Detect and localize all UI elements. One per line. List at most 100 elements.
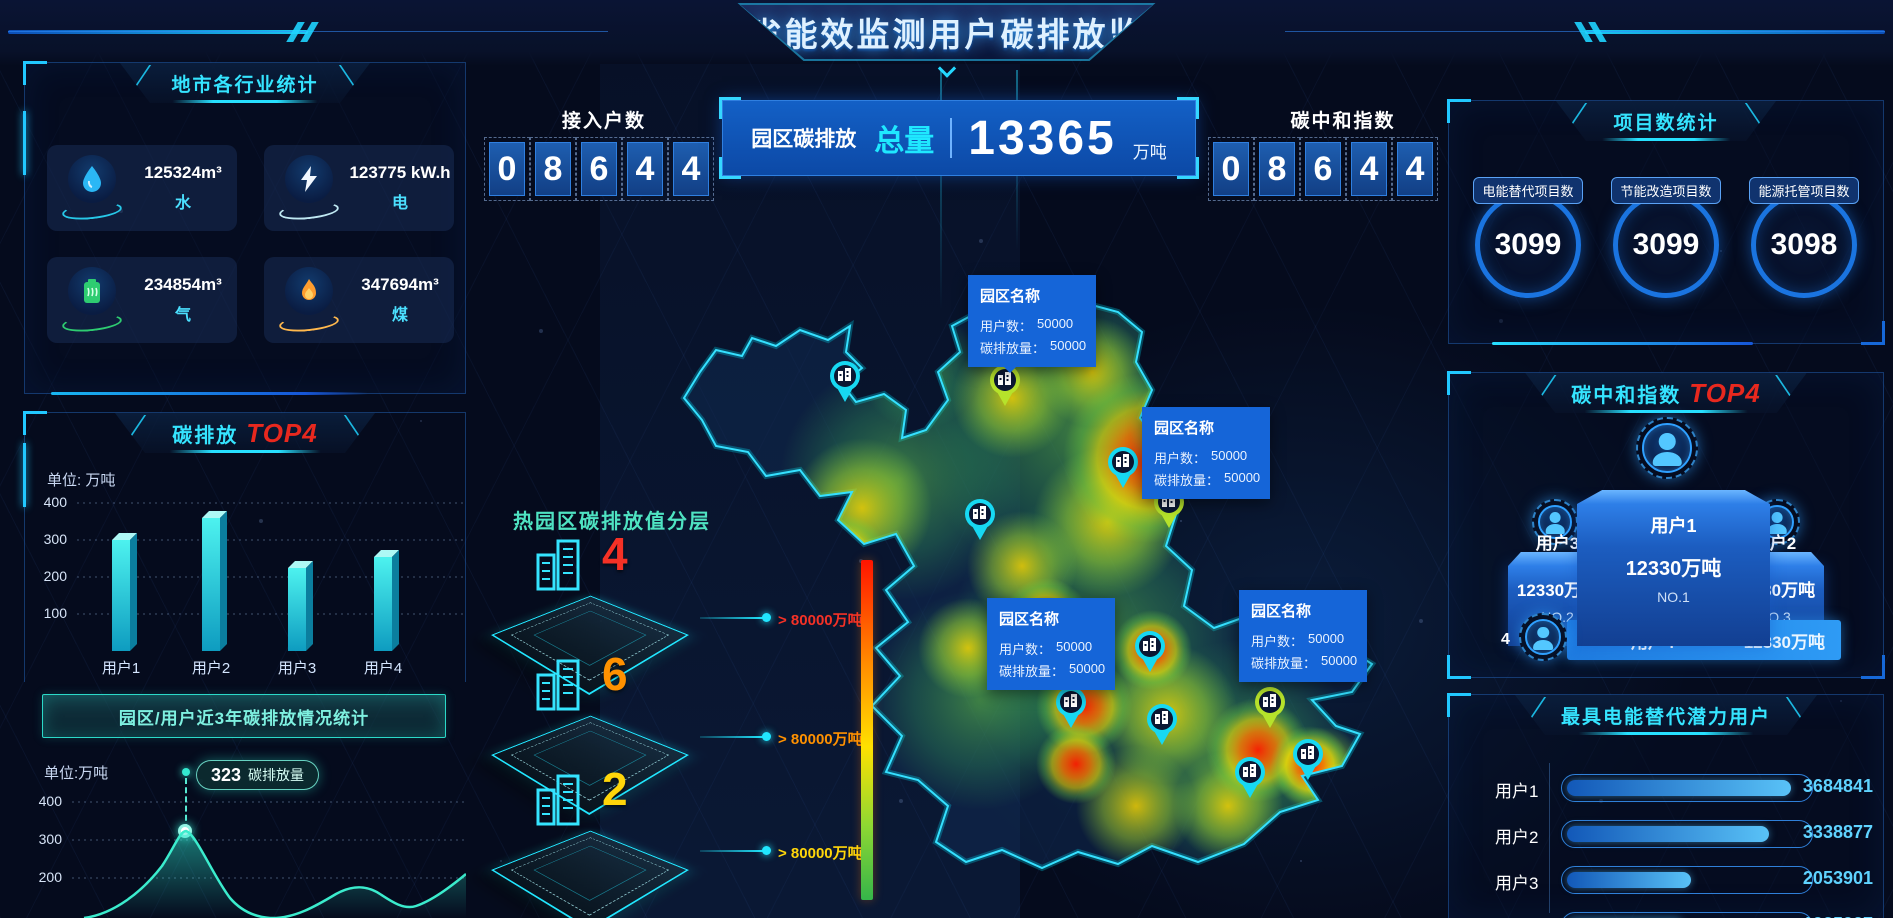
emission-top4-panel: 碳排放 TOP4 单位: 万吨 400 300 200 100 — [23, 411, 466, 682]
rank2-name: 用户3 — [1535, 534, 1580, 553]
tooltip-guide-line — [185, 778, 187, 830]
coal-value: 347694m³ — [361, 275, 439, 294]
tooltip-title: 园区名称 — [1154, 420, 1215, 437]
xtick: 用户3 — [278, 660, 316, 677]
industry-panel-title: 地市各行业统计 — [171, 74, 319, 96]
counter-digit: 4 — [622, 137, 668, 201]
layer-count: 4 — [602, 528, 628, 580]
heat-layer-3: 2 — [488, 766, 698, 918]
heat-layer-1: 4 — [488, 531, 698, 705]
emission-unit-label: 单位: 万吨 — [47, 472, 116, 489]
neutral-top4-tab: 碳中和指数 TOP4 — [1525, 373, 1806, 413]
total-emission-box: 园区碳排放 总量 13365 万吨 — [719, 97, 1199, 179]
heat-gradient-scale — [861, 560, 873, 900]
avatar-rank1 — [1636, 417, 1698, 479]
potential-row[interactable]: 用户1 3684841 — [1449, 765, 1883, 811]
potential-name: 用户3 — [1495, 874, 1539, 893]
avatar-rank2 — [1532, 499, 1578, 545]
area-fill — [84, 831, 466, 918]
stat-card-electricity: 123775 kW.h 电 — [264, 145, 454, 231]
total-emission-prefix: 园区碳排放 — [751, 128, 857, 151]
neutral-top4-title: 碳中和指数 — [1571, 384, 1682, 407]
coal-label: 煤 — [391, 307, 408, 324]
project-label: 节能改造项目数 — [1611, 177, 1721, 204]
light-beam — [940, 70, 942, 310]
projects-panel: 项目数统计 电能替代项目数 3099 节能改造项目数 3099 能源托管项目数 … — [1447, 99, 1885, 345]
user-avatar — [1525, 619, 1561, 655]
potential-row[interactable]: 用户4 1935927 — [1449, 903, 1883, 918]
layer-count: 6 — [602, 648, 628, 700]
total-emission-highlight: 总量 — [874, 125, 935, 158]
history-tooltip-value: 323 — [211, 764, 242, 785]
rank1-value: 12330万吨 — [1625, 558, 1722, 580]
heat-layer-2: 6 — [488, 651, 698, 825]
xtick: 用户1 — [102, 660, 140, 677]
buildings-icon — [536, 774, 580, 826]
tooltip-title: 园区名称 — [999, 611, 1060, 628]
potential-value: 2053901 — [1802, 868, 1873, 888]
electricity-value: 123775 kW.h — [349, 163, 451, 182]
carbon-neutral-label: 碳中和指数 — [1290, 111, 1396, 132]
tooltip-emission-value: 50000 — [1050, 338, 1087, 353]
bar-user1 — [112, 533, 137, 651]
ytick: 300 — [39, 831, 63, 847]
counter-digit: 6 — [576, 137, 622, 201]
projects-panel-tab: 项目数统计 — [1556, 101, 1776, 141]
layer-plate — [491, 830, 689, 918]
history-stats-button[interactable]: 园区/用户近3年碳排放情况统计 — [42, 694, 446, 738]
user-avatar — [1642, 423, 1692, 473]
counter-digit: 6 — [1300, 137, 1346, 201]
xtick: 用户2 — [192, 660, 230, 677]
podium-rank1: 用户1 12330万吨 NO.1 — [1577, 504, 1770, 646]
gas-value: 234854m³ — [144, 275, 222, 294]
header: 全省能效监测用户碳排放监控 — [0, 0, 1893, 78]
stat-card-coal: 347694m³ 煤 — [264, 257, 454, 343]
counter-digit: 8 — [1254, 137, 1300, 201]
project-value: 3099 — [1613, 192, 1719, 298]
access-users-label: 接入户数 — [561, 111, 646, 132]
divider — [1549, 763, 1550, 913]
access-users-counter: 0 8 6 4 4 — [484, 137, 714, 201]
header-deco-line — [8, 30, 308, 34]
potential-row[interactable]: 用户2 3338877 — [1449, 811, 1883, 857]
history-tooltip-label: 碳排放量 — [248, 767, 305, 783]
tooltip-emission-label: 碳排放量： — [980, 341, 1046, 356]
gas-label: 气 — [174, 307, 191, 324]
park-tooltip: 园区名称 用户数： 50000 碳排放量： 50000 — [987, 598, 1115, 690]
bar-user3 — [288, 561, 313, 651]
neutral-top4-panel: 碳中和指数 TOP4 用户3 用户2 12330万吨 NO.2 12330万吨 … — [1447, 371, 1885, 679]
ytick: 400 — [44, 494, 68, 510]
emission-top4-badge: TOP4 — [246, 417, 318, 448]
history-area-chart: 400 300 200 — [39, 793, 466, 918]
history-unit-label: 单位:万吨 — [44, 765, 109, 782]
ytick: 400 — [39, 793, 63, 809]
project-stat: 电能替代项目数 3099 — [1463, 177, 1593, 298]
layer-threshold: > 80000万吨 — [778, 845, 863, 862]
stat-card-water: 125324m³ 水 — [47, 145, 237, 231]
water-drop-icon — [68, 155, 116, 203]
project-label: 电能替代项目数 — [1473, 177, 1583, 204]
layer-threshold: > 80000万吨 — [778, 731, 863, 748]
counter-digit: 4 — [1346, 137, 1392, 201]
counter-digit: 0 — [1208, 137, 1254, 201]
ytick: 100 — [44, 605, 68, 621]
rank1-name: 用户1 — [1650, 516, 1697, 536]
electricity-label: 电 — [391, 195, 408, 212]
potential-value: 3684841 — [1802, 776, 1873, 796]
ytick: 200 — [44, 568, 68, 584]
potential-row[interactable]: 用户3 2053901 — [1449, 857, 1883, 903]
bar-user2 — [202, 511, 227, 651]
counter-digit: 4 — [1392, 137, 1438, 201]
progress-track — [1561, 820, 1813, 848]
total-emission-unit: 万吨 — [1132, 143, 1167, 162]
ytick: 200 — [39, 869, 63, 885]
layer-threshold: > 80000万吨 — [778, 612, 863, 629]
header-deco-line — [1585, 30, 1885, 34]
carbon-neutral-counter: 0 8 6 4 4 — [1208, 137, 1438, 201]
progress-track — [1561, 866, 1813, 894]
potential-panel-title: 最具电能替代潜力用户 — [1560, 706, 1772, 728]
page-title: 全省能效监测用户碳排放监控 — [711, 5, 1183, 59]
potential-panel: 最具电能替代潜力用户 用户1 3684841 用户2 3338877 用户3 2… — [1447, 693, 1884, 918]
neutral-top4-badge: TOP4 — [1689, 377, 1761, 408]
